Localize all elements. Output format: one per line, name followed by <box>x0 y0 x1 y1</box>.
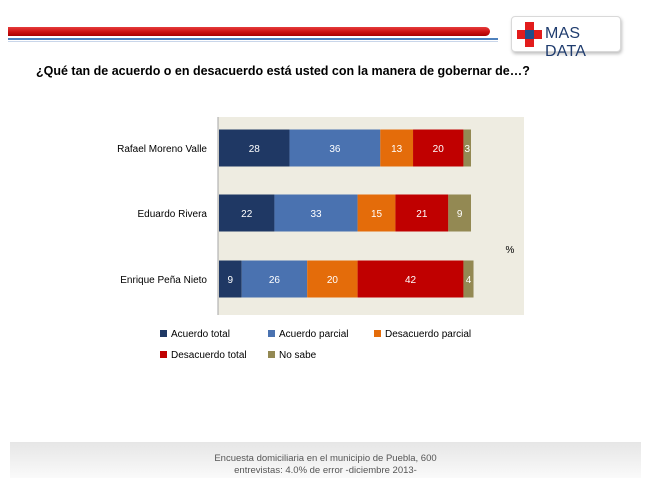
bar-desacuerdo-total-rafael-moreno-valle <box>413 129 464 167</box>
header-ribbon <box>8 27 498 42</box>
data-label-desacuerdo-total-eduardo-rivera: 21 <box>416 209 428 220</box>
data-label-desacuerdo-parcial-rafael-moreno-valle: 13 <box>391 144 403 155</box>
bar-desacuerdo-parcial-eduardo-rivera <box>357 194 396 232</box>
legend-swatch-acuerdo-total <box>160 330 167 337</box>
legend-label-acuerdo-parcial: Acuerdo parcial <box>279 329 348 340</box>
data-label-acuerdo-parcial-rafael-moreno-valle: 36 <box>329 144 341 155</box>
bar-no-sabe-eduardo-rivera <box>448 194 471 232</box>
bar-acuerdo-parcial-enrique-pena-nieto <box>241 260 308 298</box>
bar-no-sabe-enrique-pena-nieto <box>463 260 474 298</box>
data-label-no-sabe-eduardo-rivera: 9 <box>457 209 463 220</box>
page-title: ¿Qué tan de acuerdo o en desacuerdo está… <box>36 64 530 78</box>
data-label-acuerdo-parcial-eduardo-rivera: 33 <box>310 209 322 220</box>
category-label-rafael-moreno-valle: Rafael Moreno Valle <box>117 144 207 155</box>
bar-acuerdo-parcial-eduardo-rivera <box>274 194 358 232</box>
legend-label-no-sabe: No sabe <box>279 350 317 361</box>
data-label-acuerdo-parcial-enrique-pena-nieto: 26 <box>269 275 281 286</box>
legend-label-acuerdo-total: Acuerdo total <box>171 329 230 340</box>
bar-acuerdo-total-enrique-pena-nieto <box>219 260 242 298</box>
unit-label: % <box>506 245 515 256</box>
bar-desacuerdo-total-eduardo-rivera <box>395 194 449 232</box>
data-label-desacuerdo-total-rafael-moreno-valle: 20 <box>433 144 445 155</box>
legend-label-desacuerdo-parcial: Desacuerdo parcial <box>385 329 471 340</box>
bar-acuerdo-total-eduardo-rivera <box>219 194 275 232</box>
legend-swatch-desacuerdo-total <box>160 351 167 358</box>
data-label-no-sabe-enrique-pena-nieto: 4 <box>466 275 472 286</box>
bar-no-sabe-rafael-moreno-valle <box>463 129 471 167</box>
footer-note: Encuesta domiciliaria en el municipio de… <box>10 442 641 478</box>
footer-line-2: entrevistas: 4.0% de error -diciembre 20… <box>234 465 417 476</box>
data-label-acuerdo-total-enrique-pena-nieto: 9 <box>228 275 234 286</box>
legend-swatch-acuerdo-parcial <box>268 330 275 337</box>
data-label-acuerdo-total-eduardo-rivera: 22 <box>241 209 253 220</box>
stacked-bar-chart: Rafael Moreno Valle 28 36 13 20 3 Eduardo Rive… <box>117 117 524 361</box>
bar-desacuerdo-parcial-rafael-moreno-valle <box>380 129 414 167</box>
bar-acuerdo-total-rafael-moreno-valle <box>219 129 290 167</box>
header-ribbon-line-light <box>8 41 498 42</box>
brand-logo: MAS DATA <box>511 16 621 60</box>
data-label-desacuerdo-parcial-enrique-pena-nieto: 20 <box>327 275 339 286</box>
legend-swatch-desacuerdo-parcial <box>374 330 381 337</box>
footer-line-1: Encuesta domiciliaria en el municipio de… <box>214 453 437 464</box>
bar-desacuerdo-total-enrique-pena-nieto <box>357 260 464 298</box>
legend-label-desacuerdo-total: Desacuerdo total <box>171 350 247 361</box>
cross-icon <box>517 22 542 47</box>
bar-acuerdo-parcial-rafael-moreno-valle <box>289 129 381 167</box>
brand-name: MAS DATA <box>545 25 587 60</box>
data-label-desacuerdo-parcial-eduardo-rivera: 15 <box>371 209 383 220</box>
legend-swatch-no-sabe <box>268 351 275 358</box>
category-label-enrique-pena-nieto: Enrique Peña Nieto <box>120 275 207 286</box>
data-label-no-sabe-rafael-moreno-valle: 3 <box>464 144 470 155</box>
header-ribbon-line <box>8 38 498 40</box>
data-label-acuerdo-total-rafael-moreno-valle: 28 <box>249 144 261 155</box>
category-label-eduardo-rivera: Eduardo Rivera <box>138 209 208 220</box>
header-ribbon-bar <box>8 27 490 36</box>
data-label-desacuerdo-total-enrique-pena-nieto: 42 <box>405 275 417 286</box>
bar-desacuerdo-parcial-enrique-pena-nieto <box>307 260 358 298</box>
